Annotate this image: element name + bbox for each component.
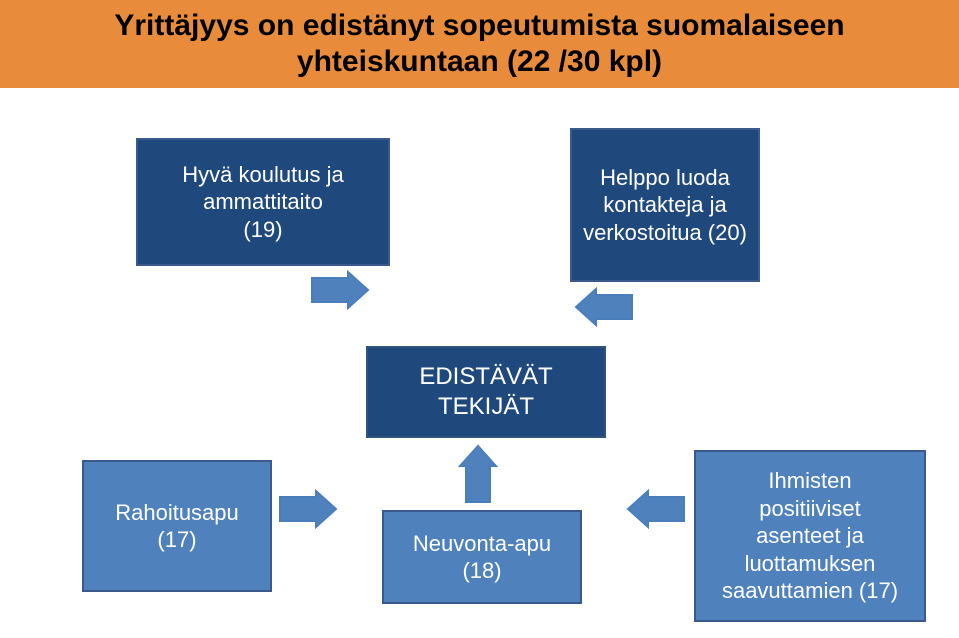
arrow-helppo-to-center <box>574 287 634 327</box>
arrow-neuvonta-to-center <box>458 444 498 504</box>
node-rahoitusapu: Rahoitusapu(17) <box>82 460 272 592</box>
node-koulutus: Hyvä koulutus jaammattitaito(19) <box>136 138 390 266</box>
node-edistavat: EDISTÄVÄTTEKIJÄT <box>366 346 606 438</box>
arrow-rahoitus-to-center <box>278 489 338 529</box>
node-ihmisten: Ihmistenpositiivisetasenteet jaluottamuk… <box>694 450 926 622</box>
arrow-koulutus-to-center <box>310 270 370 310</box>
arrow-ihmisten-to-center <box>626 489 686 529</box>
node-neuvonta: Neuvonta-apu(18) <box>382 510 582 604</box>
node-helppo: Helppo luodakontakteja javerkostoitua (2… <box>570 128 760 282</box>
title-banner: Yrittäjyys on edistänyt sopeutumista suo… <box>0 0 959 88</box>
title-text: Yrittäjyys on edistänyt sopeutumista suo… <box>114 8 844 80</box>
